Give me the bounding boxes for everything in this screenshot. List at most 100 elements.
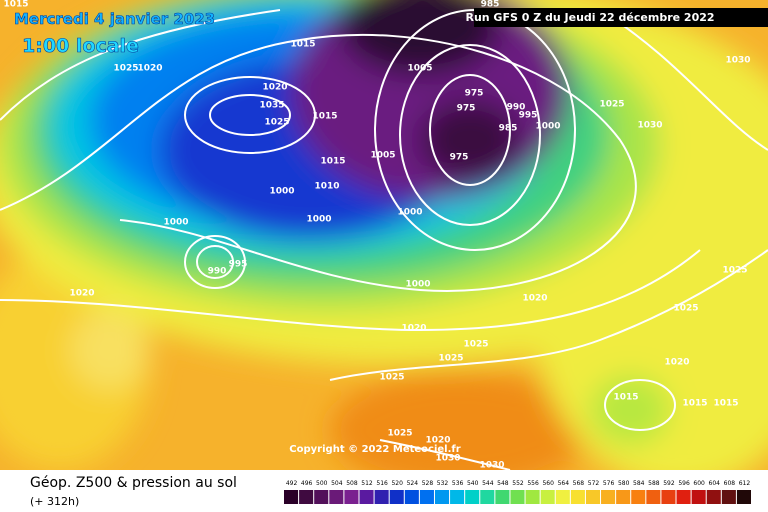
legend-label: 612 — [739, 480, 751, 487]
isobar-label: 1025 — [438, 354, 463, 364]
legend-label: 568 — [573, 480, 585, 487]
legend-label: 532 — [437, 480, 449, 487]
isobar-label: 985 — [481, 0, 500, 10]
legend-label: 544 — [482, 480, 494, 487]
legend-swatch — [389, 490, 404, 504]
isobar-label: 1015 — [613, 393, 638, 403]
legend-swatch — [480, 490, 495, 504]
legend-swatch — [706, 490, 721, 504]
legend-label: 604 — [709, 480, 721, 487]
legend-label: 592 — [663, 480, 675, 487]
legend-swatch — [450, 490, 465, 504]
footer-title: Géop. Z500 & pression au sol — [30, 475, 237, 491]
legend-swatch — [661, 490, 676, 504]
isobar-label: 1025 — [387, 429, 412, 439]
isobar-label: 1015 — [682, 399, 707, 409]
legend-swatch — [329, 490, 344, 504]
isobar-label: 1020 — [425, 436, 450, 446]
legend-swatch — [691, 490, 706, 504]
legend-label: 576 — [603, 480, 615, 487]
isobar-label: 1015 — [3, 0, 28, 10]
isobar-label: 990 — [507, 103, 526, 113]
legend-label: 492 — [286, 480, 298, 487]
labels: 1015 985 1015 1025 1020 1020 1035 1025 1015 1005 9… — [3, 0, 750, 471]
legend-swatch — [465, 490, 480, 504]
legend-swatch — [404, 490, 419, 504]
legend-swatch — [736, 490, 751, 504]
footer-lead: (+ 312h) — [30, 495, 79, 508]
isobar-label: 985 — [499, 124, 518, 134]
isobar-label: 975 — [457, 104, 476, 114]
isobar-label: 995 — [229, 260, 248, 270]
isobar-label: 1000 — [269, 187, 294, 197]
legend-swatch — [510, 490, 525, 504]
isobar-label: 1025 — [722, 266, 747, 276]
legend-swatch — [570, 490, 585, 504]
legend-swatch — [299, 490, 314, 504]
legend-swatch — [434, 490, 450, 504]
legend-label: 584 — [633, 480, 645, 487]
isobar-label: 1000 — [397, 208, 422, 218]
isobars — [0, 9, 768, 470]
legend-label: 536 — [452, 480, 464, 487]
isobar-label: 1015 — [320, 157, 345, 167]
legend-label: 596 — [678, 480, 690, 487]
isobar-label: 1015 — [713, 399, 738, 409]
legend-swatch — [359, 490, 374, 504]
legend-label: 520 — [391, 480, 403, 487]
isobar-label: 1030 — [479, 461, 504, 471]
legend: 492 496 500 504 508 512 516 520 524 528 532 536 540 5… — [284, 480, 751, 504]
legend-label: 560 — [542, 480, 554, 487]
isobar-label: 1005 — [407, 64, 432, 74]
run-box — [474, 8, 768, 27]
legend-swatch — [344, 490, 359, 504]
legend-swatch — [646, 490, 661, 504]
legend-label: 572 — [588, 480, 600, 487]
legend-label: 496 — [301, 480, 313, 487]
legend-label: 548 — [497, 480, 509, 487]
legend-label: 580 — [618, 480, 630, 487]
legend-label: 512 — [361, 480, 373, 487]
isobar-label: 1025 — [463, 340, 488, 350]
isobar-label: 1025 — [673, 304, 698, 314]
legend-label: 552 — [512, 480, 524, 487]
legend-swatch — [314, 490, 329, 504]
legend-swatch — [676, 490, 691, 504]
legend-label: 556 — [527, 480, 539, 487]
isobar-label: 975 — [450, 153, 469, 163]
isobar-label: 1015 — [312, 112, 337, 122]
legend-swatch — [540, 490, 555, 504]
isobar-label: 995 — [519, 111, 538, 121]
legend-swatch — [374, 490, 389, 504]
legend-swatch — [419, 490, 434, 504]
date: Mercredi 4 janvier 2023 — [14, 10, 215, 28]
isobar-label: 1025 — [379, 373, 404, 383]
legend-label: 540 — [467, 480, 479, 487]
isobar-label: 1020 — [664, 358, 689, 368]
legend-label: 504 — [331, 480, 343, 487]
copyright: Copyright © 2022 Meteociel.fr — [289, 444, 460, 455]
field: 1015 985 1015 1025 1020 1020 1035 1025 1015 1005 9… — [0, 0, 768, 471]
isobar-label: 975 — [465, 89, 484, 99]
isobar-label: 1020 — [401, 324, 426, 334]
isobar-label: 1010 — [314, 182, 339, 192]
legend-swatch — [631, 490, 646, 504]
legend-label: 564 — [558, 480, 570, 487]
isobar-label: 1020 — [262, 83, 287, 93]
isobar-label: 1020 — [137, 64, 162, 74]
run-info: Run GFS 0 Z du Jeudi 22 décembre 2022 — [465, 11, 714, 24]
isobar-label: 1020 — [522, 294, 547, 304]
isobar-label: 1000 — [306, 215, 331, 225]
isobar-label: 1030 — [435, 454, 460, 464]
isobar-label: 1020 — [69, 289, 94, 299]
legend-label: 608 — [724, 480, 736, 487]
legend-label: 508 — [346, 480, 358, 487]
legend-label: 528 — [422, 480, 434, 487]
legend-swatch — [616, 490, 631, 504]
legend-swatch — [495, 490, 510, 504]
isobar-label: 1035 — [259, 101, 284, 111]
legend-swatch — [721, 490, 736, 504]
isobar-label: 1000 — [163, 218, 188, 228]
isobar-label: 1030 — [637, 121, 662, 131]
isobar-label: 1030 — [725, 56, 750, 66]
